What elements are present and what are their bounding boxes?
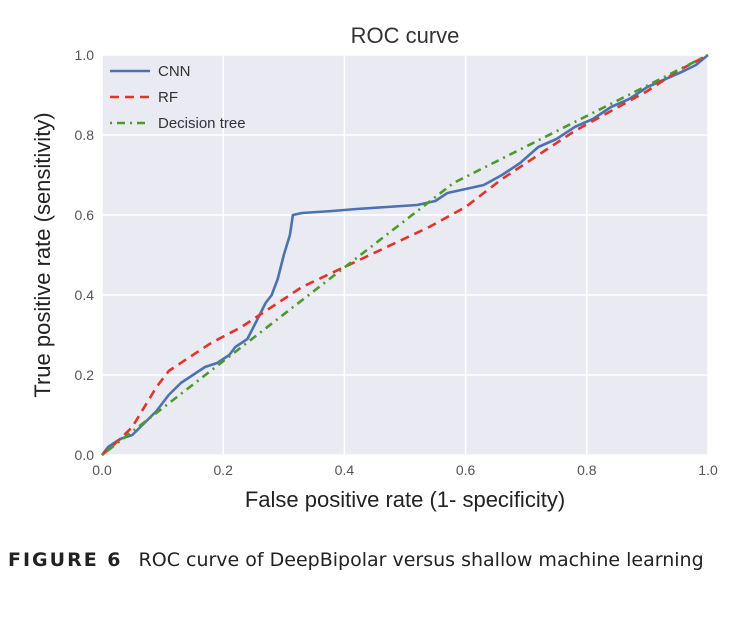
x-tick-label: 0.8 — [577, 462, 597, 478]
x-tick-label: 0.6 — [456, 462, 476, 478]
y-tick-label: 0.4 — [75, 287, 95, 303]
figure-label: FIGURE 6 — [8, 549, 123, 571]
series-line-decision-tree — [101, 53, 709, 457]
y-tick-label: 0.8 — [75, 127, 95, 143]
plot-area — [102, 55, 708, 455]
legend-label: Decision tree — [158, 115, 246, 132]
caption-text: ROC curve of DeepBipolar versus shallow … — [138, 549, 704, 571]
figure-caption: FIGURE 6 ROC curve of DeepBipolar versus … — [8, 546, 740, 574]
x-tick-label: 0.2 — [213, 462, 233, 478]
y-tick-label: 0.0 — [75, 447, 95, 463]
legend-label: RF — [158, 89, 178, 106]
y-tick-label: 1.0 — [75, 47, 95, 63]
y-tick-label: 0.6 — [75, 207, 95, 223]
x-tick-label: 1.0 — [698, 462, 718, 478]
legend-label: CNN — [158, 63, 191, 80]
grid-lines — [101, 54, 709, 456]
series-line-cnn — [100, 53, 709, 456]
x-axis-label: False positive rate (1- specificity) — [245, 487, 565, 512]
series-line-rf — [101, 53, 709, 456]
tick-labels: 0.0 0.2 0.4 0.6 0.8 1.0 0.0 0.2 0.4 0.6 0.8 1.0 — [75, 47, 718, 478]
chart-title: ROC curve — [351, 23, 460, 48]
y-tick-label: 0.2 — [75, 367, 95, 383]
x-tick-label: 0.0 — [92, 462, 112, 478]
roc-chart: 0.0 0.2 0.4 0.6 0.8 1.0 0.0 0.2 0.4 0.6 0.8 1.0 CNN… — [30, 23, 718, 512]
legend: CNN RF Decision tree — [110, 63, 246, 132]
y-axis-label: True positive rate (sensitivity) — [30, 112, 55, 397]
x-tick-label: 0.4 — [335, 462, 355, 478]
series-lines — [100, 53, 709, 457]
